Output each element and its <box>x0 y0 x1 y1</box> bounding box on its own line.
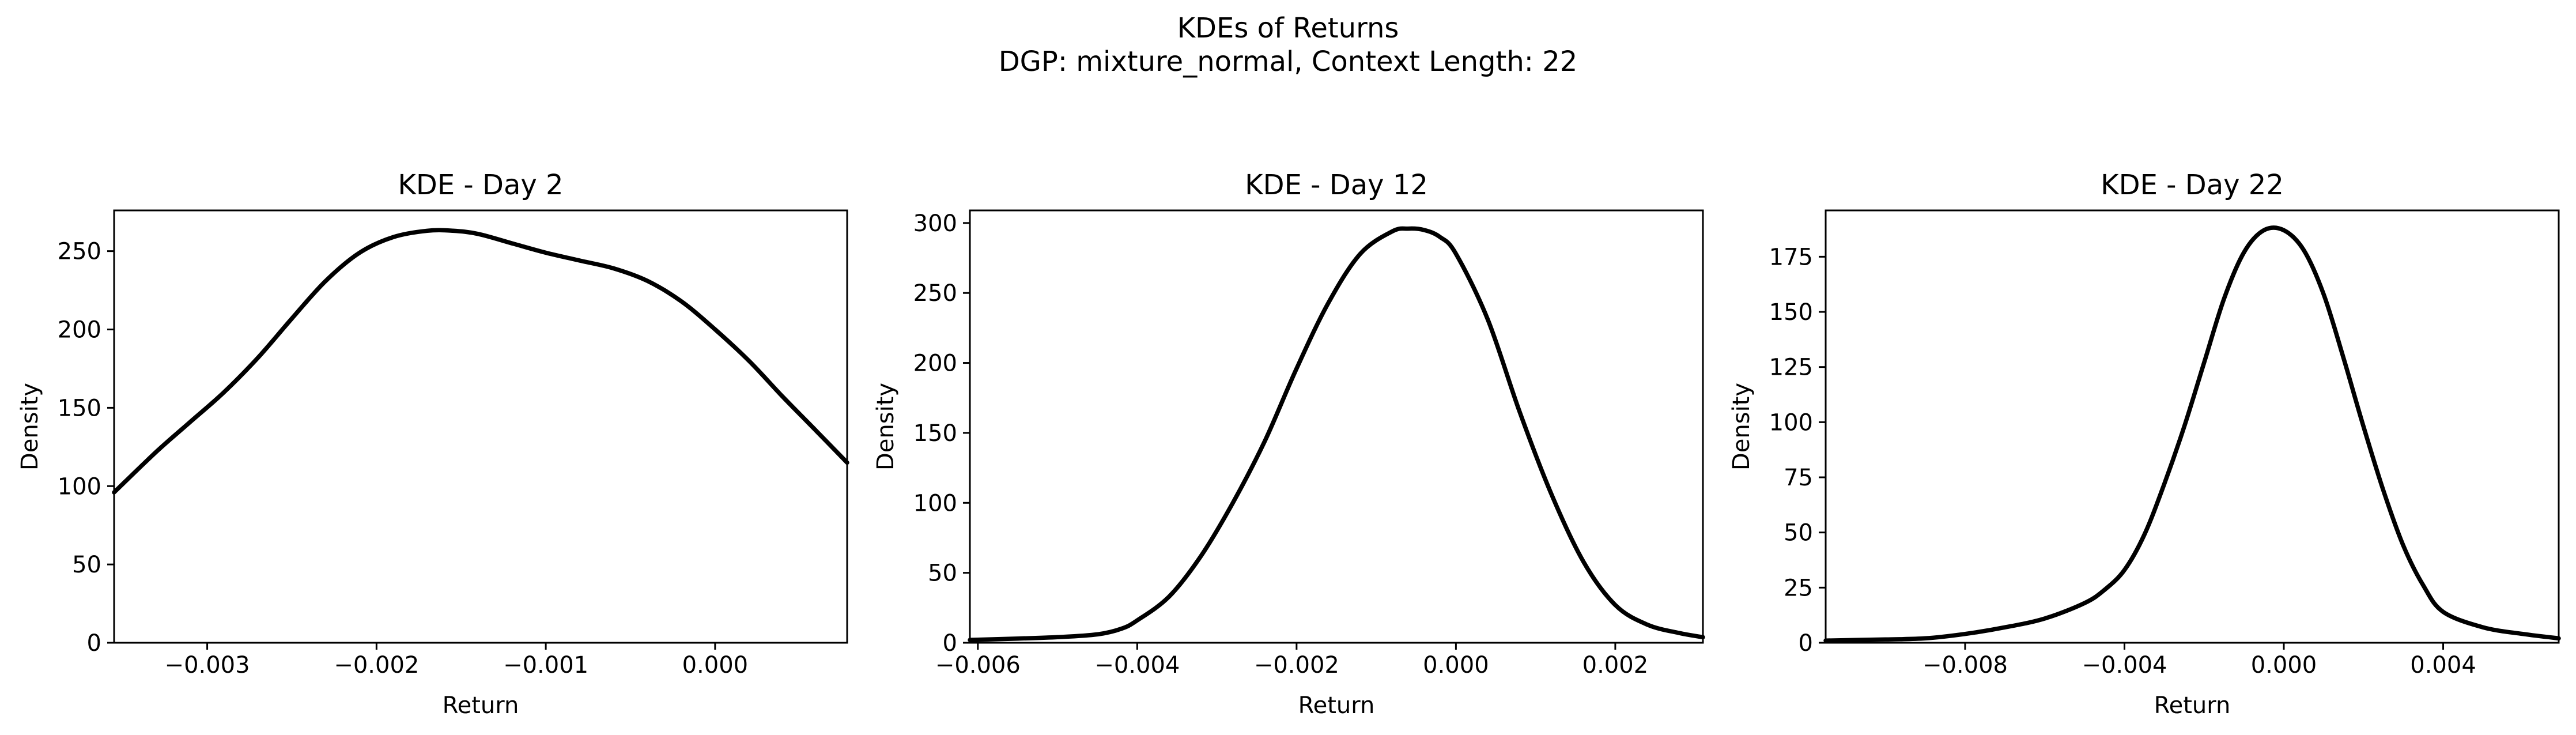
x-tick-label: −0.004 <box>2082 652 2167 679</box>
kde-curve <box>114 230 847 492</box>
y-axis-label: Density <box>872 383 899 470</box>
kde-curve <box>1826 228 2559 640</box>
panel-title: KDE - Day 22 <box>2101 169 2284 201</box>
y-tick-label: 100 <box>1769 409 1813 436</box>
x-tick-label: −0.004 <box>1094 652 1180 679</box>
x-tick-label: 0.000 <box>2251 652 2317 679</box>
x-tick-label: −0.008 <box>1922 652 2008 679</box>
kde-panel-day-12: KDE - Day 12 −0.006 −0.004 −0.002 0.000 0.00… <box>872 169 1703 719</box>
y-tick-label: 50 <box>928 560 957 587</box>
y-tick-label: 150 <box>913 420 957 447</box>
y-tick-label: 250 <box>58 239 101 265</box>
kde-panel-day-22: KDE - Day 22 −0.008 −0.004 0.000 0.004 0 25 5… <box>1728 169 2559 719</box>
kde-curve <box>970 228 1703 640</box>
x-tick-label: −0.002 <box>1254 652 1339 679</box>
x-axis-label: Return <box>1298 692 1375 719</box>
y-tick-label: 0 <box>1799 630 1813 657</box>
y-tick-label: 150 <box>1769 299 1813 326</box>
x-tick-label: 0.000 <box>1423 652 1489 679</box>
panel-title: KDE - Day 2 <box>398 169 563 201</box>
x-axis-label: Return <box>443 692 519 719</box>
x-tick-label: 0.004 <box>2410 652 2476 679</box>
y-axis-label: Density <box>17 383 43 470</box>
kde-panel-day-2: KDE - Day 2 −0.003 −0.002 −0.001 0.000 0 50 1… <box>17 169 847 719</box>
x-tick-label: −0.003 <box>165 652 250 679</box>
y-tick-label: 125 <box>1769 355 1813 381</box>
figure-suptitle-line2: DGP: mixture_normal, Context Length: 22 <box>999 46 1578 78</box>
y-axis-ticks: 0 50 100 150 200 250 300 <box>913 210 970 657</box>
y-axis-label: Density <box>1728 383 1755 470</box>
y-tick-label: 75 <box>1784 465 1813 491</box>
y-tick-label: 0 <box>87 630 101 657</box>
x-tick-label: 0.002 <box>1582 652 1649 679</box>
figure-suptitle-line1: KDEs of Returns <box>1177 12 1399 44</box>
y-tick-label: 50 <box>1784 520 1813 546</box>
y-tick-label: 150 <box>58 395 101 421</box>
y-tick-label: 25 <box>1784 575 1813 601</box>
y-tick-label: 175 <box>1769 244 1813 270</box>
axes-frame <box>1826 210 2559 643</box>
y-axis-ticks: 0 50 100 150 200 250 <box>58 239 114 657</box>
y-tick-label: 200 <box>58 317 101 344</box>
x-tick-label: 0.000 <box>682 652 749 679</box>
x-axis-ticks: −0.003 −0.002 −0.001 0.000 <box>165 643 749 679</box>
y-tick-label: 200 <box>913 350 957 377</box>
y-tick-label: 250 <box>913 280 957 307</box>
axes-frame <box>114 210 847 643</box>
x-axis-ticks: −0.006 −0.004 −0.002 0.000 0.002 <box>935 643 1648 679</box>
x-tick-label: −0.001 <box>503 652 588 679</box>
x-axis-ticks: −0.008 −0.004 0.000 0.004 <box>1922 643 2476 679</box>
panel-title: KDE - Day 12 <box>1245 169 1428 201</box>
y-tick-label: 100 <box>58 473 101 500</box>
y-tick-label: 100 <box>913 490 957 517</box>
y-tick-label: 0 <box>943 630 957 657</box>
y-axis-ticks: 0 25 50 75 100 125 150 175 <box>1769 244 1826 657</box>
y-tick-label: 300 <box>913 210 957 237</box>
y-tick-label: 50 <box>72 552 101 578</box>
x-tick-label: −0.002 <box>334 652 419 679</box>
x-axis-label: Return <box>2154 692 2231 719</box>
